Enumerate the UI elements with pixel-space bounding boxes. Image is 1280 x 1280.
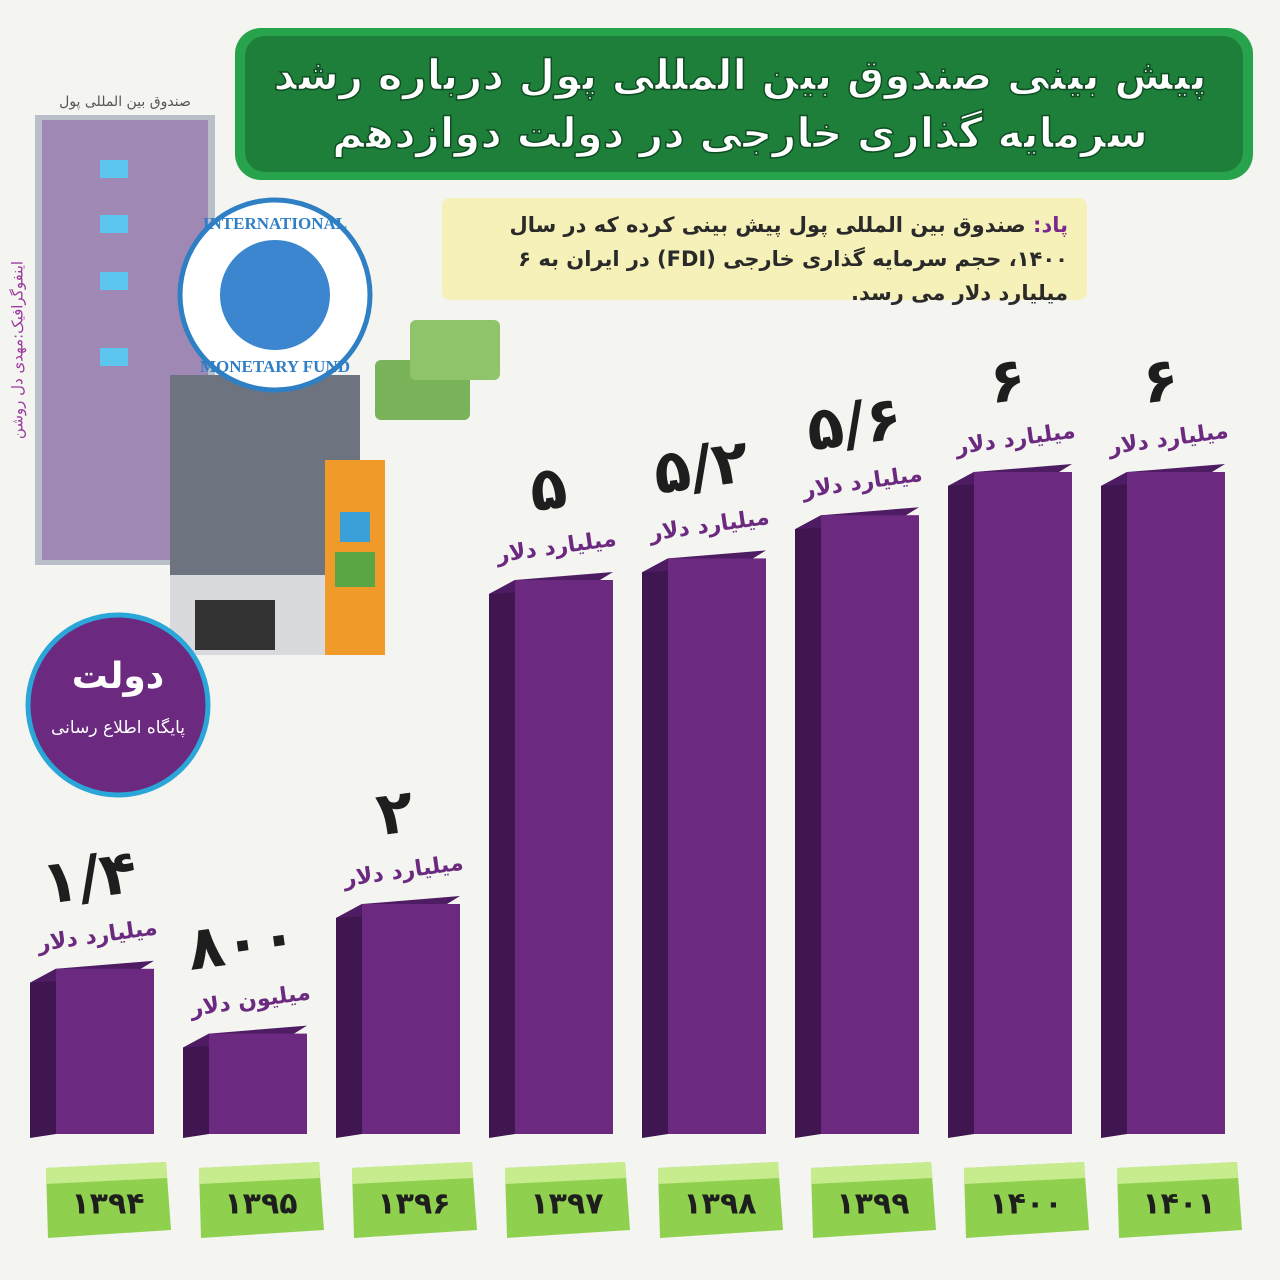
lead-box bbox=[442, 198, 1087, 300]
tower-sign bbox=[335, 552, 375, 587]
value-label: ۵/۲ bbox=[649, 426, 753, 509]
window bbox=[100, 160, 128, 178]
seal-globe bbox=[220, 240, 330, 350]
year-tag-top bbox=[1117, 1162, 1238, 1184]
bar-side bbox=[1101, 472, 1127, 1138]
bar bbox=[974, 472, 1072, 1134]
value-label: ۲ bbox=[372, 776, 418, 850]
unit-label: میلیارد دلار bbox=[341, 851, 465, 893]
window bbox=[100, 272, 128, 290]
unit-label: میلیارد دلار bbox=[1106, 419, 1230, 461]
bar bbox=[668, 558, 766, 1134]
money bbox=[410, 320, 500, 380]
bar-side bbox=[642, 558, 668, 1138]
building-sign: صندوق بین المللی پول bbox=[59, 94, 191, 110]
lead: پاد: صندوق بین المللی پول پیش بینی کرده … bbox=[448, 208, 1068, 310]
unit-label: میلیارد دلار bbox=[494, 527, 618, 569]
logo-text: پایگاه اطلاع رسانی bbox=[51, 717, 185, 738]
x-tick-label: ۱۳۹۶ bbox=[377, 1187, 450, 1222]
x-tick-label: ۱۳۹۵ bbox=[224, 1187, 297, 1222]
year-tag-top bbox=[46, 1162, 167, 1184]
logo bbox=[25, 612, 211, 798]
unit-label: میلیارد دلار bbox=[800, 462, 924, 504]
x-tick-label: ۱۴۰۱ bbox=[1142, 1187, 1215, 1222]
bar bbox=[209, 1033, 307, 1134]
lead-label: پاد: bbox=[1033, 213, 1068, 237]
value-label: ۶ bbox=[984, 344, 1030, 418]
unit-label: میلیارد دلار bbox=[35, 915, 159, 957]
bar bbox=[515, 580, 613, 1134]
bar-side bbox=[30, 968, 56, 1138]
title-box bbox=[245, 36, 1243, 172]
x-tick-label: ۱۴۰۰ bbox=[989, 1187, 1062, 1222]
year-tag-top bbox=[352, 1162, 473, 1184]
bar bbox=[1127, 472, 1225, 1134]
chart-title: سرمایه گذاری خارجی در دولت دوازدهم bbox=[332, 109, 1148, 159]
value-label: ۸۰۰ bbox=[183, 900, 302, 985]
x-tick-label: ۱۳۹۸ bbox=[683, 1187, 756, 1222]
credit: اینفوگرافیک:مهدی دل روشن bbox=[9, 261, 27, 439]
value-label: ۱/۴ bbox=[37, 837, 141, 920]
unit-label: میلیارد دلار bbox=[953, 419, 1077, 461]
year-tag-top bbox=[964, 1162, 1085, 1184]
value-label: ۵ bbox=[525, 452, 571, 526]
unit-label: میلیون دلار bbox=[188, 980, 312, 1022]
bar bbox=[362, 904, 460, 1134]
bar-side bbox=[489, 580, 515, 1138]
tower-sign bbox=[340, 512, 370, 542]
x-tick-label: ۱۳۹۴ bbox=[71, 1187, 144, 1222]
chart-title: پیش بینی صندوق بین المللی پول درباره رشد bbox=[273, 51, 1206, 101]
unit-label: میلیارد دلار bbox=[647, 505, 771, 547]
year-tag-top bbox=[658, 1162, 779, 1184]
door bbox=[195, 600, 275, 650]
bar bbox=[56, 968, 154, 1134]
x-tick-label: ۱۳۹۹ bbox=[836, 1187, 909, 1222]
bar-side bbox=[795, 515, 821, 1138]
window bbox=[100, 348, 128, 366]
year-tag-top bbox=[811, 1162, 932, 1184]
x-tick-label: ۱۳۹۷ bbox=[530, 1187, 603, 1222]
seal-text: MONETARY FUND bbox=[200, 357, 350, 376]
year-tag-top bbox=[505, 1162, 626, 1184]
value-label: ۶ bbox=[1137, 344, 1183, 418]
logo-text: دولت bbox=[72, 656, 164, 697]
seal-text: INTERNATIONAL bbox=[203, 214, 347, 233]
bar-side bbox=[183, 1033, 209, 1138]
lead-text: صندوق بین المللی پول پیش بینی کرده که در… bbox=[509, 213, 1068, 305]
year-tag-top bbox=[199, 1162, 320, 1184]
window bbox=[100, 215, 128, 233]
bar-side bbox=[948, 472, 974, 1138]
bar-side bbox=[336, 904, 362, 1138]
value-label: ۵/۶ bbox=[802, 383, 906, 466]
bar bbox=[821, 515, 919, 1134]
